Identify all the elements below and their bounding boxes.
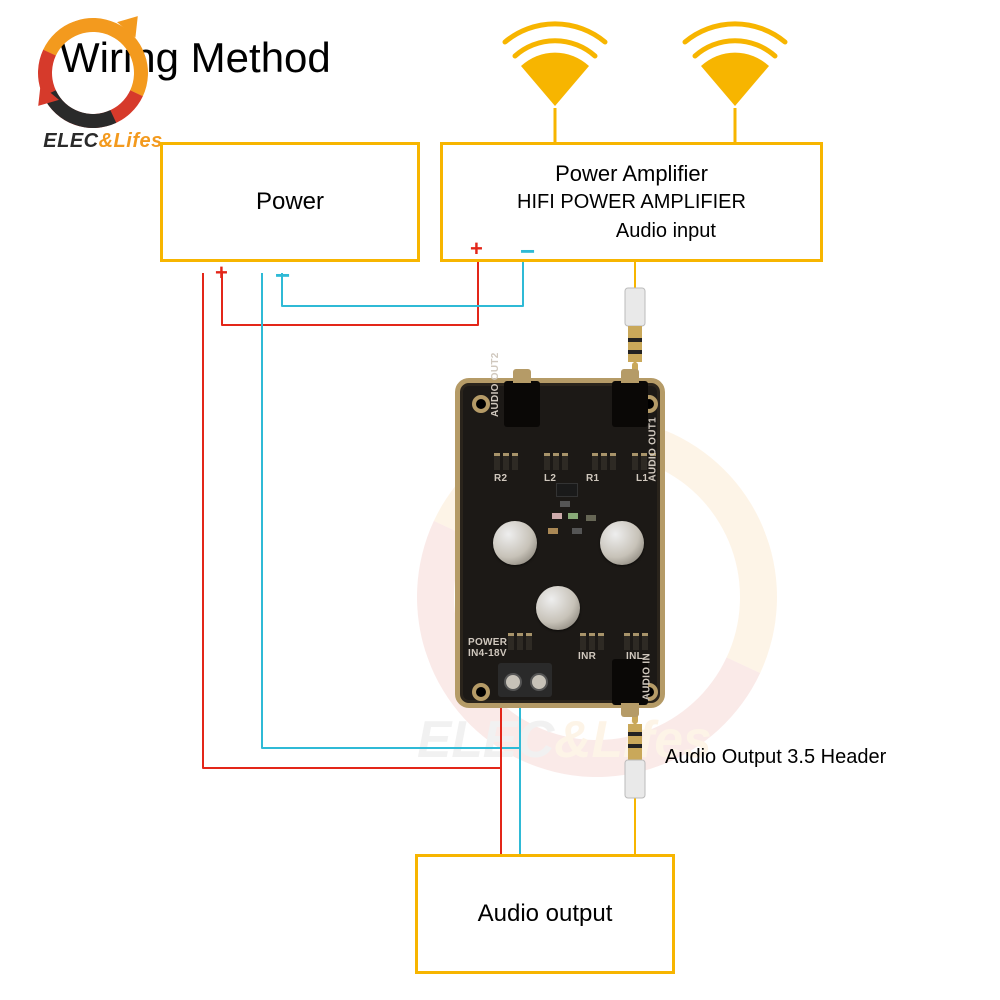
pcb-board: AUDIO OUT2AUDIO OUT1R2L2R1L1INRINLPOWER …	[455, 378, 665, 708]
